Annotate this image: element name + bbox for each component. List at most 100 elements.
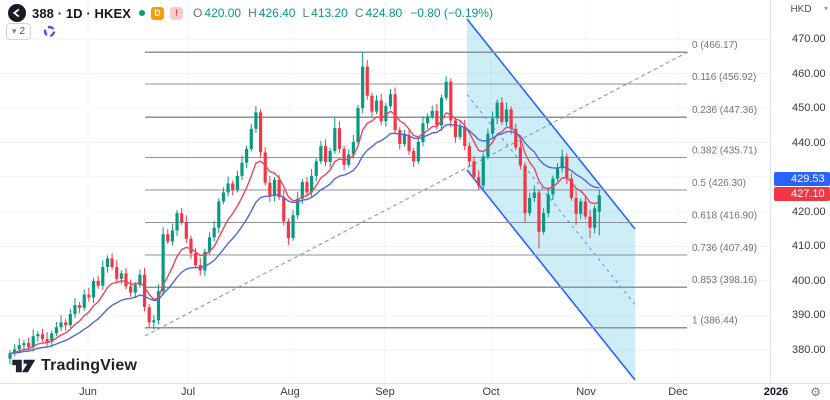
candle-body <box>17 345 21 350</box>
chevron-down-icon: ▾ <box>12 26 17 36</box>
price-tick-label: 460.00 <box>792 67 826 80</box>
candle-body <box>486 133 490 157</box>
candle-body <box>286 221 290 239</box>
candle-body <box>337 128 342 149</box>
candle-body <box>439 97 444 126</box>
candle-body <box>115 267 119 279</box>
candle-body <box>268 182 272 196</box>
candle-body <box>226 183 230 193</box>
delayed-data-badge[interactable]: D <box>151 6 165 20</box>
time-tick-label: Nov <box>576 386 596 398</box>
previous-close-badge: 427.10 <box>774 187 830 202</box>
candle-body <box>212 227 216 238</box>
candle-body <box>384 106 388 122</box>
candle-body <box>426 116 430 124</box>
time-axis[interactable]: ⚙ Jun Jul Aug Sep Oct Nov Dec 2026 <box>0 383 830 400</box>
candle-body <box>532 192 536 198</box>
candle-body <box>388 94 393 107</box>
candle-body <box>147 307 151 323</box>
parallel-channel-drawing[interactable] <box>466 18 636 381</box>
candle-body <box>91 280 96 298</box>
candle-body <box>138 274 142 286</box>
price-axis[interactable]: HKD ▾ 380.00390.00400.00410.00420.00430.… <box>770 0 830 383</box>
candle-body <box>101 267 105 286</box>
candle-body <box>583 201 587 217</box>
candle-body <box>142 274 147 308</box>
price-chart[interactable]: 0 (466.17) 0.116 (456.92) 0.236 (447.36) 0.… <box>0 0 770 383</box>
candle-body <box>296 198 300 216</box>
tradingview-watermark[interactable]: TradingView <box>12 357 137 375</box>
candle-body <box>569 178 574 198</box>
candle-body <box>472 161 476 178</box>
candle-body <box>254 112 258 129</box>
candle-body <box>481 156 485 186</box>
candle-body <box>203 251 207 271</box>
candle-body <box>574 197 578 214</box>
candle-body <box>82 294 86 308</box>
candle-body <box>597 195 601 212</box>
candle-body <box>245 148 249 163</box>
time-tick-label: 2026 <box>763 386 789 398</box>
candle-body <box>291 215 295 239</box>
candle-body <box>310 175 314 193</box>
fib-level-label: 0.736 (407.49) <box>692 243 757 254</box>
candle-body <box>379 100 383 122</box>
alert-badge[interactable]: ! <box>170 6 184 20</box>
candle-body <box>514 128 518 148</box>
candle-body <box>22 343 26 346</box>
candle-body <box>361 66 365 109</box>
candle-body <box>194 253 198 265</box>
candle-body <box>249 128 253 149</box>
candle-body <box>365 66 369 96</box>
fib-level-label: 0 (466.17) <box>692 40 738 51</box>
currency-label[interactable]: HKD <box>790 4 812 15</box>
candle-body <box>356 108 360 142</box>
candle-body <box>374 100 379 112</box>
indicators-count: 2 <box>19 26 26 37</box>
price-tick-label: 390.00 <box>792 309 826 322</box>
candle-body <box>189 238 193 254</box>
currency-caret-icon: ▾ <box>823 4 828 13</box>
candle-body <box>504 109 509 122</box>
fibonacci-drawing[interactable]: 0 (466.17) 0.116 (456.92) 0.236 (447.36) 0.… <box>145 40 757 329</box>
settings-gear-button[interactable]: ⚙ <box>810 385 821 399</box>
candle-body <box>26 343 31 348</box>
ma-fast-line <box>9 110 600 355</box>
indicator-header: ▾ 2 <box>6 23 56 40</box>
candle-body <box>537 192 541 232</box>
symbol-title[interactable]: 388 · 1D · HKEX <box>32 5 132 21</box>
price-tick-label: 440.00 <box>792 136 826 149</box>
candle-body <box>528 197 532 214</box>
candle-body <box>435 110 439 126</box>
candle-body <box>119 273 123 279</box>
indicators-collapse-pill[interactable]: ▾ 2 <box>6 23 32 40</box>
candle-body <box>207 237 212 252</box>
candle-body <box>13 349 17 354</box>
candle-body <box>542 213 546 232</box>
candle-body <box>124 273 128 287</box>
fib-level-label: 0.116 (456.92) <box>692 72 756 83</box>
candle-body <box>54 327 58 334</box>
candle-body <box>546 194 550 214</box>
indicator-loading-icon <box>43 25 56 38</box>
candle-body <box>314 161 318 176</box>
price-tick-label: 410.00 <box>792 240 826 253</box>
candle-body <box>133 285 137 293</box>
candle-body <box>588 216 592 228</box>
candle-body <box>449 81 453 121</box>
symbol-logo-icon[interactable] <box>8 4 26 22</box>
candle-body <box>78 305 82 308</box>
ma-slow-line <box>9 123 600 355</box>
change-value: −0.80 (−0.19%) <box>410 6 493 20</box>
fib-level-label: 0.853 (398.16) <box>692 275 757 286</box>
candle-body <box>342 148 346 165</box>
candle-body <box>96 280 100 286</box>
candle-body <box>73 305 77 315</box>
price-tick-label: 450.00 <box>792 102 826 115</box>
ohlc-value: 426.40 <box>258 6 296 20</box>
candle-body <box>323 146 328 163</box>
candle-body <box>282 197 286 222</box>
candle-body <box>184 222 188 239</box>
ohlc-value: 424.80 <box>365 6 403 20</box>
